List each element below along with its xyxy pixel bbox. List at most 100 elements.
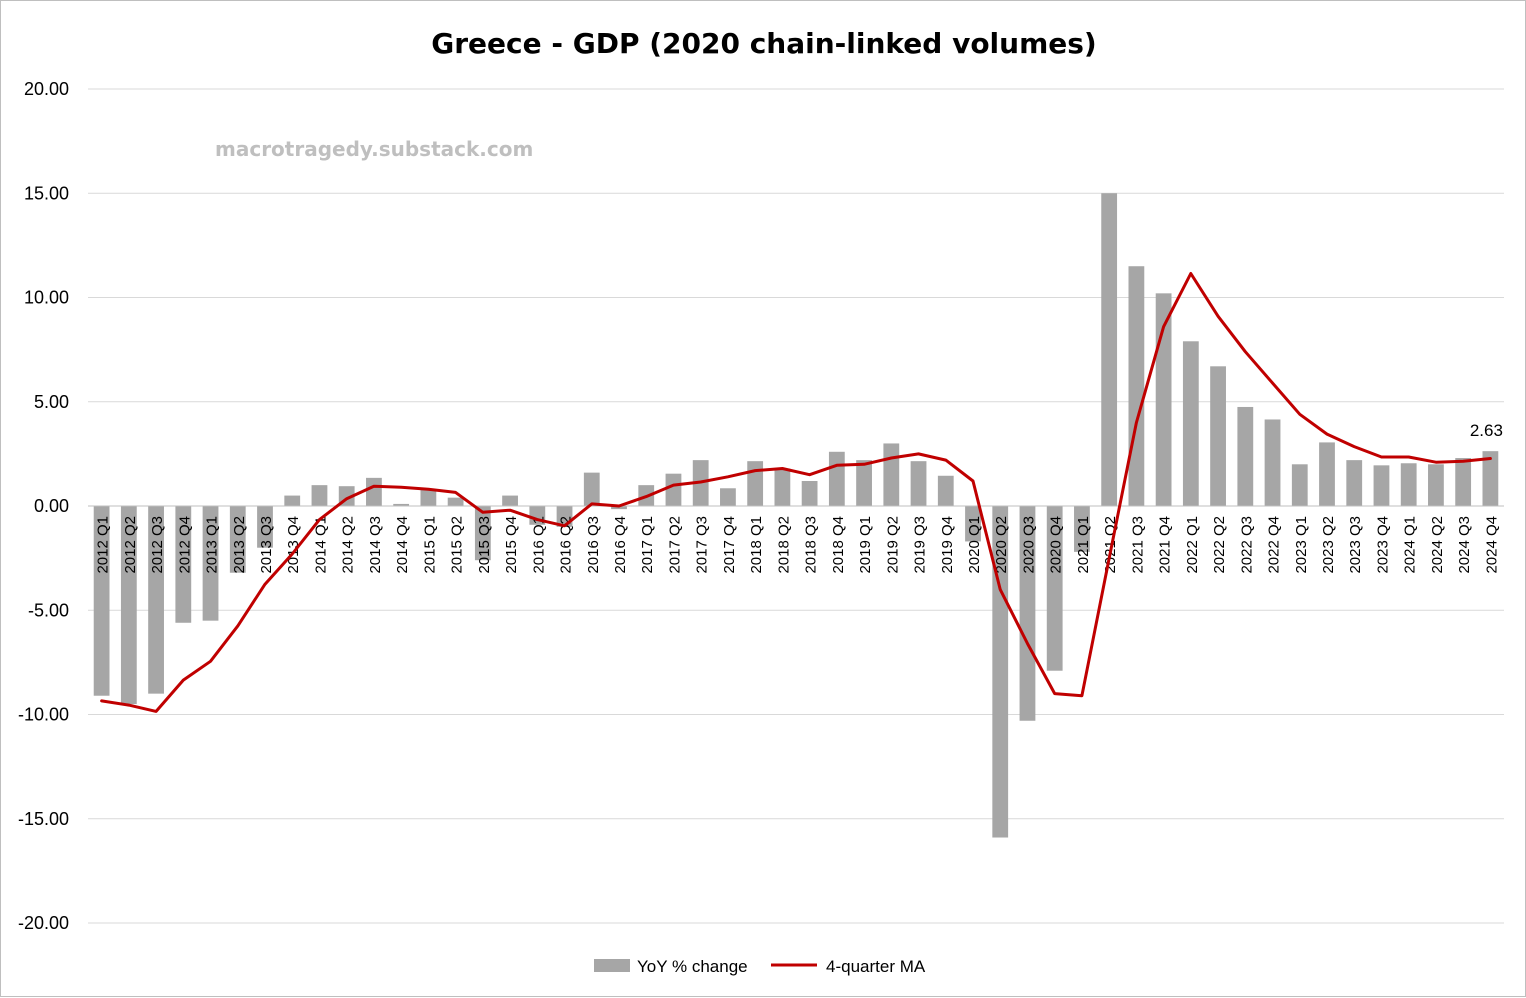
bar [1182,341,1199,506]
x-tick-label: 2018 Q3 [803,516,820,574]
bar [1128,266,1145,506]
x-tick-label: 2024 Q1 [1402,516,1419,574]
bar [229,506,246,573]
bar [420,489,437,506]
x-tick-label: 2013 Q2 [231,516,248,574]
x-tick-label: 2020 Q4 [1048,516,1065,574]
x-tick-label: 2012 Q4 [176,516,193,574]
bar [992,506,1009,838]
y-tick-label: 15.00 [24,183,69,203]
x-tick-label: 2022 Q3 [1238,516,1255,574]
bar [175,506,192,623]
bar-series [93,193,1499,838]
x-tick-label: 2023 Q2 [1320,516,1337,574]
x-tick-label: 2012 Q2 [122,516,139,574]
x-tick-label: 2018 Q4 [830,516,847,574]
bar [583,472,600,506]
bar [1155,293,1172,506]
x-tick-label: 2017 Q3 [694,516,711,574]
bar [1019,506,1036,721]
y-axis-ticks: 20.00 15.00 10.00 5.00 0.00 -5.00 -10.00 -15.00… [18,79,69,933]
series-line-ma [100,272,1492,713]
bar [284,495,301,506]
bar [665,473,682,506]
bar [1210,366,1226,506]
x-tick-label: 2021 Q3 [1129,516,1146,574]
bar [1319,442,1335,506]
x-tick-label: 2016 Q4 [612,516,629,574]
bar [774,468,791,506]
x-tick-label: 2021 Q4 [1157,516,1174,574]
x-tick-label: 2012 Q1 [95,516,112,574]
bar [1346,460,1363,506]
x-tick-label: 2022 Q1 [1184,516,1201,574]
bar [1264,419,1281,506]
bar [502,495,518,506]
chart-title: Greece - GDP (2020 chain-linked volumes) [431,27,1096,60]
legend: YoY % change 4-quarter MA [594,957,926,976]
x-tick-label: 2019 Q4 [939,516,956,574]
line-series [100,272,1492,713]
x-tick-label: 2015 Q2 [449,516,466,574]
bar [611,506,627,510]
x-tick-label: 2022 Q4 [1266,516,1283,574]
bar [148,506,164,694]
bar [1400,463,1417,506]
x-tick-label: 2017 Q1 [639,516,656,574]
bar [447,497,464,506]
x-tick-label: 2023 Q3 [1347,516,1364,574]
x-tick-label: 2022 Q2 [1211,516,1228,574]
y-tick-label: 5.00 [34,392,69,412]
bar [1101,193,1118,506]
x-tick-label: 2015 Q4 [503,516,520,574]
bar [720,488,736,506]
data-labels: 2.63 [1470,421,1503,440]
x-tick-label: 2023 Q1 [1293,516,1310,574]
bar [937,475,954,506]
y-tick-label: 10.00 [24,288,69,308]
data-label: 2.63 [1470,421,1503,440]
x-tick-label: 2012 Q3 [149,516,166,574]
y-tick-label: -15.00 [18,809,69,829]
bar [366,477,382,506]
x-tick-label: 2014 Q1 [312,516,329,574]
bar [856,460,872,506]
x-tick-label: 2016 Q1 [530,516,547,574]
bar [311,485,328,506]
y-tick-label: -20.00 [18,913,69,933]
bar [883,443,900,506]
bar [120,506,137,705]
bar [965,506,981,542]
bar [801,480,818,506]
x-tick-label: 2020 Q1 [966,516,983,574]
x-tick-label: 2017 Q2 [666,516,683,574]
bar [828,451,845,506]
grid-lines [88,88,1504,924]
bar [1237,406,1254,506]
bar [393,503,410,506]
bar [1074,506,1090,552]
bar [93,506,110,696]
bar [1046,506,1063,671]
bar [474,506,491,561]
x-tick-label: 2024 Q2 [1429,516,1446,574]
y-tick-label: 0.00 [34,496,69,516]
x-tick-label: 2014 Q3 [367,516,384,574]
x-axis-ticks: 2012 Q1 2012 Q2 2012 Q3 2012 Q4 2013 Q1 2013 … [95,516,1501,574]
x-tick-label: 2016 Q3 [585,516,602,574]
y-tick-label: -5.00 [28,600,69,620]
x-tick-label: 2015 Q1 [421,516,438,574]
bar [1482,451,1499,506]
x-tick-label: 2013 Q3 [258,516,275,574]
x-tick-label: 2024 Q4 [1483,516,1500,574]
y-tick-label: 20.00 [24,79,69,99]
x-tick-label: 2013 Q1 [204,516,221,574]
bar [1373,465,1390,506]
bar [747,461,764,506]
x-tick-label: 2021 Q1 [1075,516,1092,574]
bar [910,461,927,506]
bar [1428,464,1444,506]
bar [257,506,273,548]
